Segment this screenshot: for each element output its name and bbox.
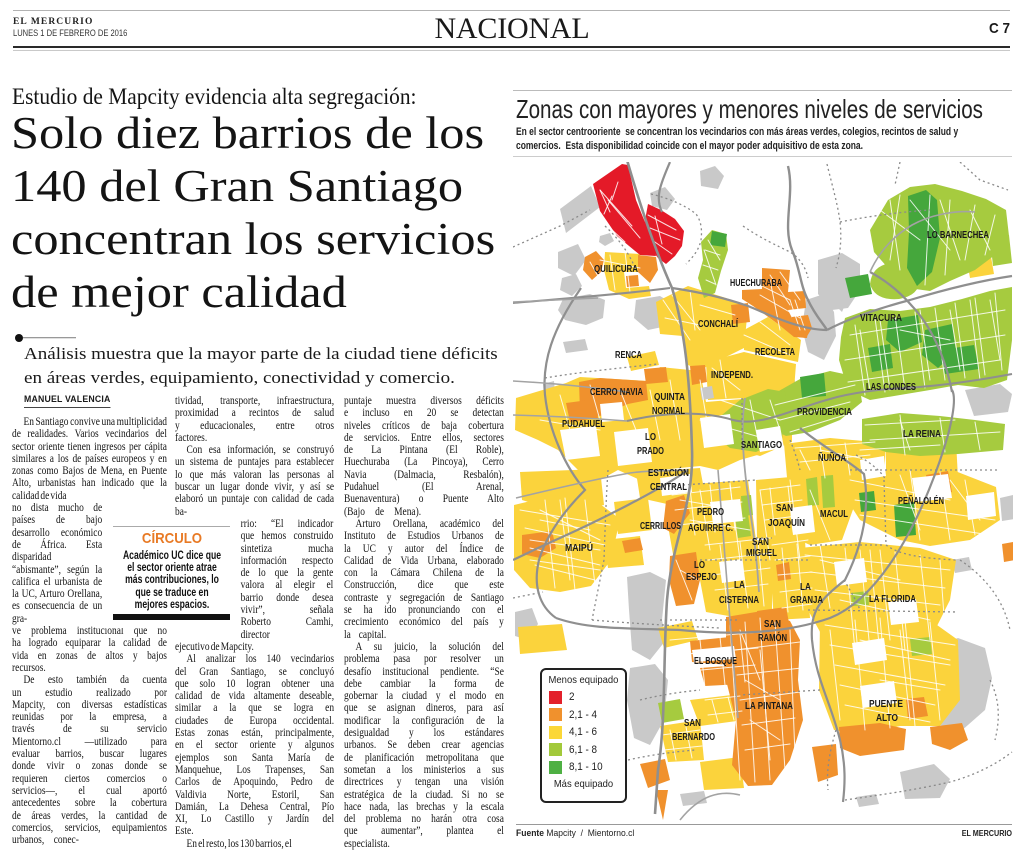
svg-text:SAN: SAN — [684, 717, 701, 729]
svg-text:LO BARNECHEA: LO BARNECHEA — [927, 229, 989, 241]
svg-text:LA REINA: LA REINA — [903, 428, 941, 440]
svg-text:PEÑALOLÉN: PEÑALOLÉN — [898, 494, 944, 507]
svg-text:LO: LO — [694, 559, 705, 571]
svg-text:SAN: SAN — [752, 536, 769, 548]
svg-text:SAN: SAN — [776, 502, 793, 514]
svg-text:LAS CONDES: LAS CONDES — [866, 381, 916, 393]
svg-text:QUINTA: QUINTA — [654, 391, 685, 403]
svg-text:RECOLETA: RECOLETA — [755, 346, 795, 358]
svg-text:LA: LA — [734, 579, 745, 591]
svg-text:LA: LA — [800, 581, 811, 593]
svg-text:CONCHALÍ: CONCHALÍ — [698, 317, 739, 330]
svg-text:PROVIDENCIA: PROVIDENCIA — [797, 406, 852, 418]
svg-text:CERRILLOS: CERRILLOS — [640, 520, 681, 532]
svg-text:JOAQUÍN: JOAQUÍN — [768, 516, 805, 529]
svg-text:LO: LO — [645, 431, 656, 443]
svg-text:ÑUÑOA: ÑUÑOA — [818, 451, 846, 464]
svg-text:RAMÓN: RAMÓN — [758, 631, 787, 644]
svg-text:PUENTE: PUENTE — [869, 698, 903, 710]
svg-text:VITACURA: VITACURA — [860, 312, 902, 324]
svg-text:LA FLORIDA: LA FLORIDA — [869, 593, 916, 605]
svg-text:LA PINTANA: LA PINTANA — [745, 700, 793, 712]
svg-text:RENCA: RENCA — [615, 349, 642, 361]
svg-text:SAN: SAN — [764, 618, 781, 630]
svg-text:SANTIAGO: SANTIAGO — [741, 439, 782, 451]
svg-text:ESPEJO: ESPEJO — [686, 571, 717, 583]
svg-text:HUECHURABA: HUECHURABA — [730, 277, 782, 289]
svg-text:INDEPEND.: INDEPEND. — [711, 369, 753, 381]
svg-text:ESTACIÓN: ESTACIÓN — [648, 466, 689, 479]
svg-text:EL BOSQUE: EL BOSQUE — [694, 655, 737, 667]
svg-text:QUILICURA: QUILICURA — [594, 263, 638, 275]
svg-text:CISTERNA: CISTERNA — [719, 594, 759, 606]
svg-text:MACUL: MACUL — [820, 508, 848, 520]
svg-text:NORMAL: NORMAL — [652, 405, 685, 417]
svg-text:CERRO NAVIA: CERRO NAVIA — [590, 386, 643, 398]
svg-text:MAIPÚ: MAIPÚ — [565, 541, 593, 554]
svg-text:ALTO: ALTO — [876, 712, 898, 724]
svg-text:MIGUEL: MIGUEL — [746, 547, 777, 559]
svg-text:PEDRO: PEDRO — [697, 506, 724, 518]
svg-text:CENTRAL: CENTRAL — [650, 481, 687, 493]
svg-text:AGUIRRE C.: AGUIRRE C. — [688, 522, 733, 534]
svg-text:GRANJA: GRANJA — [790, 594, 823, 606]
svg-text:PUDAHUEL: PUDAHUEL — [562, 418, 605, 430]
svg-text:BERNARDO: BERNARDO — [672, 731, 715, 743]
svg-text:PRADO: PRADO — [637, 445, 664, 457]
